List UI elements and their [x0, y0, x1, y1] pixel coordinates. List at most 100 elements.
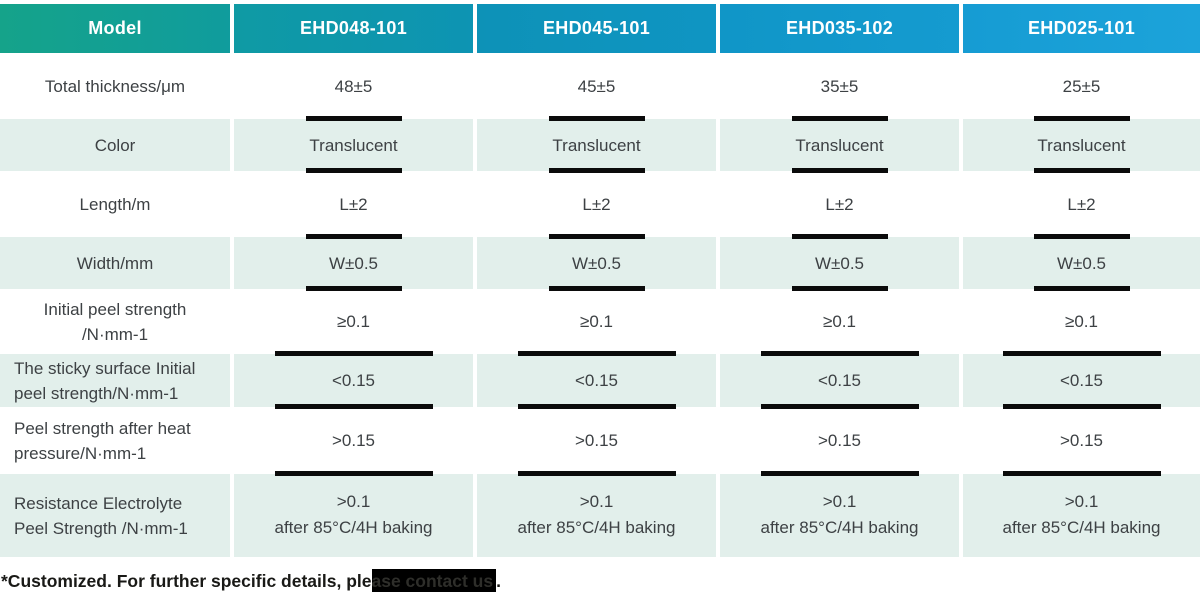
value-underline-bar [305, 286, 402, 291]
value-underline-bar [517, 471, 676, 476]
spec-value: >0.1 [336, 492, 371, 511]
value-underline-bar [1002, 471, 1161, 476]
row-label-text: Initial peel strength [43, 299, 187, 319]
value-underline-bar [517, 351, 676, 356]
value-underline-bar [548, 168, 645, 173]
row-label-text: Peel Strength /N·mm-1 [14, 518, 188, 538]
header-model-label: Model [88, 18, 142, 38]
spec-value: <0.15 [331, 371, 375, 390]
spec-value: <0.15 [1059, 371, 1103, 390]
row-label: Initial peel strength /N·mm-1 [0, 289, 230, 354]
spec-value: <0.15 [817, 371, 861, 390]
row-label: Color [0, 119, 230, 171]
value-underline-bar [1033, 168, 1130, 173]
spec-value: W±0.5 [1056, 253, 1106, 273]
value-underline-bar [548, 286, 645, 291]
spec-value-cell: Translucent [963, 119, 1200, 173]
value-underline-bar [791, 168, 888, 173]
header-cell-ehd048-101: EHD048-101 [234, 4, 473, 53]
spec-value-cell: Translucent [477, 119, 716, 173]
spec-value-cell: W±0.5 [963, 237, 1200, 291]
spec-value-cell: >0.1 after 85°C/4H baking [720, 474, 959, 557]
value-underline-bar [517, 404, 676, 409]
spec-value-cell: ≥0.1 [477, 289, 716, 356]
spec-value: W±0.5 [814, 253, 864, 273]
spec-value-cell: >0.1 after 85°C/4H baking [234, 474, 473, 557]
spec-value-cell: <0.15 [720, 354, 959, 409]
spec-row-length: Length/m L±2 L±2 L±2 L±2 [0, 171, 1200, 239]
row-label-text: pressure/N·mm-1 [14, 443, 147, 463]
value-underline-bar [1033, 116, 1130, 121]
spec-value-cell: >0.15 [720, 407, 959, 476]
header-cell-model: Model [0, 4, 230, 53]
footnote-period: . [496, 571, 501, 591]
spec-value: >0.15 [331, 431, 375, 450]
spec-value: Translucent [309, 135, 398, 155]
spec-row-initial-peel-strength: Initial peel strength /N·mm-1 ≥0.1 ≥0.1 … [0, 289, 1200, 356]
header-cell-ehd035-102: EHD035-102 [720, 4, 959, 53]
spec-value: 35±5 [820, 76, 859, 96]
spec-value: W±0.5 [571, 253, 621, 273]
row-label-text: Length/m [79, 194, 151, 214]
spec-value-cell: 35±5 [720, 53, 959, 121]
spec-value-cell: >0.15 [477, 407, 716, 476]
value-underline-bar [274, 351, 433, 356]
row-label-text: Total thickness/μm [44, 76, 186, 96]
value-underline-bar [791, 234, 888, 239]
table-header-row: Model EHD048-101 EHD045-101 EHD035-102 E… [0, 4, 1200, 53]
value-underline-bar [1002, 404, 1161, 409]
row-label: Total thickness/μm [0, 53, 230, 119]
model-name-label: EHD025-101 [1027, 18, 1136, 38]
spec-value-cell: >0.15 [234, 407, 473, 476]
row-label-text: Resistance Electrolyte [14, 493, 183, 513]
spec-value: >0.1 [579, 492, 614, 511]
spec-value: Translucent [795, 135, 884, 155]
spec-value-condition: after 85°C/4H baking [760, 518, 919, 537]
value-underline-bar [791, 286, 888, 291]
row-label: The sticky surface Initial peel strength… [0, 354, 230, 407]
row-label-text: The sticky surface Initial [14, 358, 196, 378]
spec-value: L±2 [1067, 194, 1096, 214]
spec-value-cell: W±0.5 [477, 237, 716, 291]
value-underline-bar [760, 471, 919, 476]
spec-value-cell: ≥0.1 [720, 289, 959, 356]
spec-value: ≥0.1 [823, 312, 856, 331]
spec-value: W±0.5 [328, 253, 378, 273]
value-underline-bar [305, 116, 402, 121]
spec-value-cell: 45±5 [477, 53, 716, 121]
row-label-text: /N·mm-1 [81, 324, 149, 344]
spec-value-cell: L±2 [477, 171, 716, 239]
spec-value: 48±5 [334, 76, 373, 96]
spec-value: Translucent [552, 135, 641, 155]
spec-value: ≥0.1 [337, 312, 370, 331]
value-underline-bar [548, 116, 645, 121]
spec-value-cell: Translucent [234, 119, 473, 173]
spec-value: ≥0.1 [580, 312, 613, 331]
spec-value: >0.1 [1064, 492, 1099, 511]
row-label-text: Color [94, 135, 136, 155]
value-underline-bar [274, 471, 433, 476]
row-label: Resistance Electrolyte Peel Strength /N·… [0, 474, 230, 557]
spec-value: 25±5 [1062, 76, 1101, 96]
spec-row-color: Color Translucent Translucent Translucen… [0, 119, 1200, 173]
spec-value-cell: 25±5 [963, 53, 1200, 121]
spec-value: Translucent [1037, 135, 1126, 155]
spec-value: >0.1 [822, 492, 857, 511]
footnote-highlight: ase contact us [371, 569, 497, 592]
model-name-label: EHD045-101 [542, 18, 651, 38]
spec-value-cell: W±0.5 [234, 237, 473, 291]
value-underline-bar [791, 116, 888, 121]
header-cell-ehd025-101: EHD025-101 [963, 4, 1200, 53]
spec-value-cell: L±2 [720, 171, 959, 239]
spec-value-condition: after 85°C/4H baking [1002, 518, 1161, 537]
spec-value: L±2 [339, 194, 368, 214]
value-underline-bar [548, 234, 645, 239]
row-label: Peel strength after heat pressure/N·mm-1 [0, 407, 230, 474]
value-underline-bar [760, 404, 919, 409]
spec-row-sticky-surface-peel-strength: The sticky surface Initial peel strength… [0, 354, 1200, 409]
value-underline-bar [305, 168, 402, 173]
spec-value: >0.15 [574, 431, 618, 450]
spec-value-cell: >0.1 after 85°C/4H baking [963, 474, 1200, 557]
spec-value-cell: >0.1 after 85°C/4H baking [477, 474, 716, 557]
spec-value: L±2 [825, 194, 854, 214]
